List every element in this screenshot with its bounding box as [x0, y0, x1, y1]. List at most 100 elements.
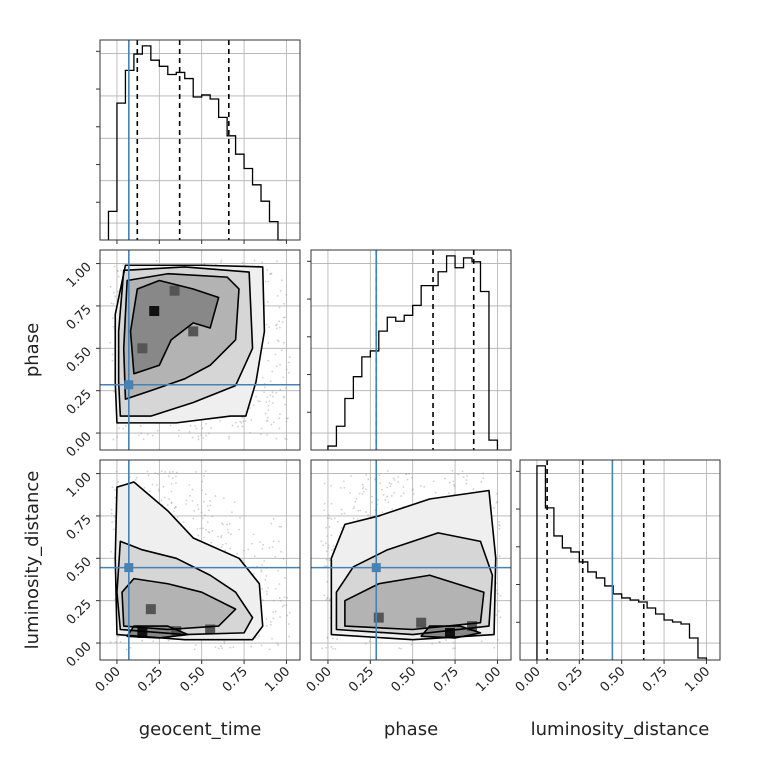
scatter-point	[189, 424, 192, 427]
scatter-point	[452, 641, 455, 644]
scatter-point	[480, 481, 483, 483]
scatter-point	[163, 496, 166, 499]
scatter-point	[208, 531, 211, 534]
y-tick-label: 0.75	[64, 302, 95, 333]
scatter-point	[251, 542, 253, 545]
scatter-point	[280, 525, 283, 528]
scatter-point	[278, 525, 281, 528]
scatter-point	[194, 424, 196, 427]
scatter-point	[423, 485, 426, 488]
axes-frame	[519, 459, 721, 661]
scatter-point	[203, 262, 206, 265]
scatter-point	[265, 419, 268, 422]
scatter-point	[411, 488, 414, 491]
scatter-point	[322, 544, 324, 547]
scatter-point	[462, 476, 465, 479]
scatter-point	[188, 484, 191, 486]
scatter-point	[288, 361, 290, 364]
scatter-point	[272, 540, 275, 543]
scatter-point	[252, 533, 255, 536]
scatter-point	[175, 475, 177, 478]
scatter-point	[330, 534, 333, 537]
scatter-point	[194, 644, 197, 647]
scatter-point	[259, 541, 262, 544]
scatter-point	[454, 647, 457, 650]
scatter-point	[217, 535, 219, 538]
scatter-point	[205, 528, 208, 531]
scatter-point	[278, 320, 281, 323]
scatter-point	[276, 339, 279, 342]
contour-line	[126, 625, 189, 639]
scatter-point	[156, 484, 158, 486]
scatter-point	[330, 502, 333, 505]
scatter-point	[340, 526, 343, 529]
scatter-point	[162, 485, 165, 488]
scatter-point	[288, 611, 291, 614]
scatter-point	[287, 371, 290, 374]
scatter-point	[361, 483, 364, 486]
scatter-point	[276, 260, 278, 263]
scatter-point	[174, 506, 177, 509]
scatter-point	[157, 472, 159, 475]
scatter-point	[223, 497, 225, 500]
scatter-point	[391, 508, 394, 510]
scatter-point	[116, 290, 119, 293]
scatter-point	[118, 427, 120, 429]
scatter-point	[160, 470, 163, 473]
scatter-point	[236, 553, 239, 555]
scatter-point	[206, 521, 209, 524]
x-axis-label-phase: phase	[384, 719, 438, 740]
scatter-point	[197, 508, 200, 511]
scatter-point	[237, 425, 239, 428]
scatter-point	[168, 471, 171, 473]
scatter-point	[265, 590, 268, 593]
contour-line	[344, 574, 485, 631]
scatter-point	[274, 610, 277, 613]
scatter-point	[325, 558, 328, 561]
scatter-point	[277, 340, 280, 343]
scatter-point	[453, 485, 456, 488]
scatter-point	[270, 522, 273, 525]
scatter-point	[122, 263, 125, 266]
scatter-point	[220, 259, 223, 262]
scatter-point	[257, 400, 260, 402]
scatter-point	[252, 404, 255, 407]
scatter-point	[325, 565, 328, 568]
scatter-point	[274, 353, 277, 356]
scatter-point	[247, 548, 250, 551]
scatter-point	[274, 555, 277, 558]
scatter-point	[325, 598, 328, 601]
scatter-point	[253, 259, 256, 262]
scatter-point	[220, 522, 223, 525]
scatter-point	[177, 435, 180, 437]
scatter-point	[498, 555, 501, 558]
y-tick-label: 0.50	[64, 345, 95, 376]
scatter-point	[214, 495, 217, 497]
scatter-point	[496, 592, 499, 595]
scatter-point	[112, 325, 115, 328]
scatter-point	[267, 587, 270, 589]
scatter-point	[250, 645, 253, 648]
scatter-point	[384, 499, 387, 501]
scatter-point	[323, 482, 326, 485]
scatter-point	[209, 500, 211, 502]
scatter-point	[261, 261, 264, 264]
scatter-point	[228, 523, 231, 525]
scatter-point	[323, 594, 326, 597]
scatter-point	[390, 482, 393, 485]
scatter-point	[263, 391, 266, 394]
scatter-point	[253, 572, 255, 575]
scatter-point	[110, 508, 113, 511]
scatter-point	[267, 280, 270, 283]
scatter-point	[331, 637, 334, 640]
scatter-point	[230, 533, 232, 536]
scatter-point	[272, 599, 275, 602]
scatter-point	[496, 592, 499, 595]
scatter-point	[202, 437, 205, 439]
scatter-point	[152, 640, 155, 643]
scatter-point	[452, 647, 455, 650]
scatter-point	[285, 368, 288, 371]
scatter-point	[110, 512, 113, 515]
scatter-point	[461, 470, 464, 473]
